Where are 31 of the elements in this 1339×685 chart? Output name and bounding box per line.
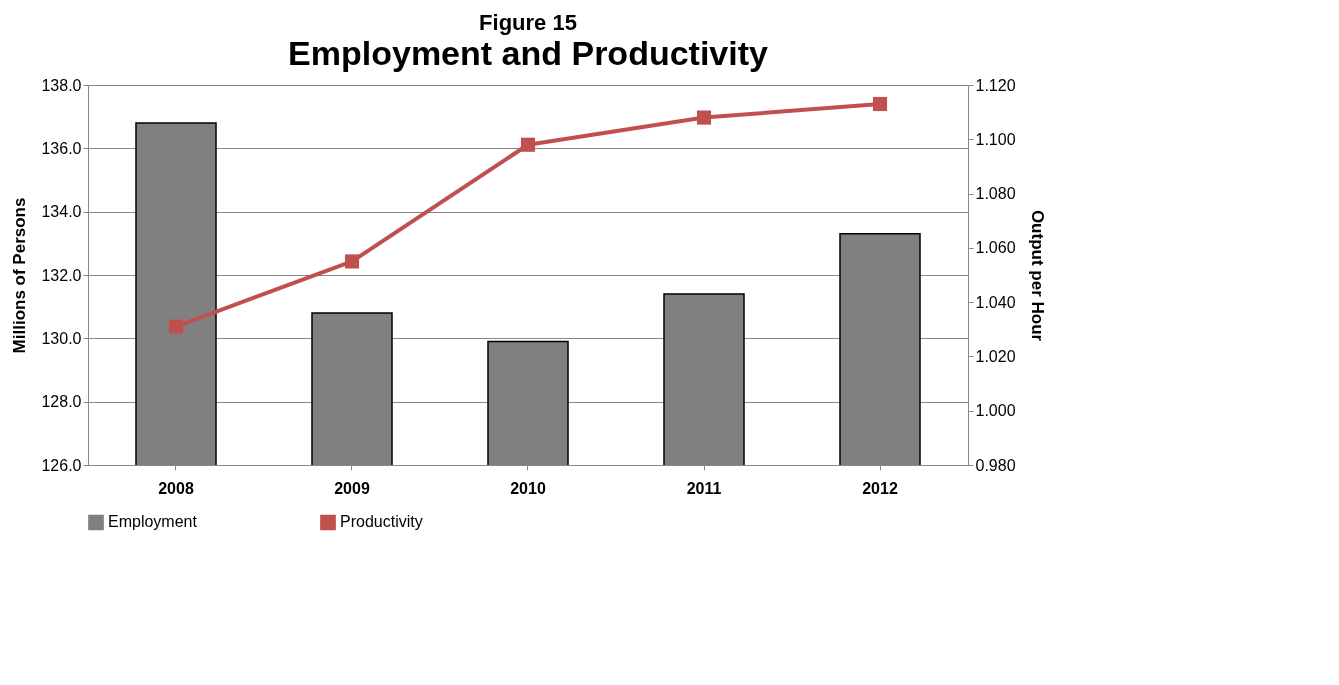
x-tick-label: 2009 — [334, 479, 370, 497]
chart-subtitle: Employment and Productivity — [288, 34, 769, 72]
y2-tick-label: 1.120 — [975, 76, 1016, 94]
chart-title: Figure 15 — [479, 10, 577, 35]
point — [520, 137, 536, 152]
y2-tick-label: 1.000 — [975, 402, 1016, 420]
x-tick-label: 2008 — [158, 479, 194, 497]
y-tick-label: 130.0 — [41, 329, 82, 347]
y-tick-label: 132.0 — [41, 266, 82, 284]
x-tick-label: 2011 — [686, 479, 722, 497]
point — [168, 319, 184, 334]
y2-axis-title: Output per Hour — [1027, 209, 1047, 342]
y-axis-title: Millions of Persons — [10, 197, 30, 354]
y-tick-label: 138.0 — [41, 76, 82, 94]
y-tick-label: 126.0 — [41, 456, 82, 474]
legend-label: Employment — [108, 513, 198, 531]
y-tick-label: 128.0 — [41, 393, 82, 411]
x-tick-label: 2010 — [510, 479, 546, 497]
point — [872, 96, 888, 112]
y2-tick-label: 1.060 — [975, 239, 1016, 257]
y2-tick-label: 1.100 — [975, 130, 1016, 148]
y2-tick-label: 1.020 — [975, 347, 1016, 365]
point — [696, 110, 712, 125]
y-tick-label: 134.0 — [41, 203, 82, 221]
x-tick-label: 2012 — [862, 479, 898, 497]
y-tick-label: 136.0 — [41, 139, 82, 157]
y2-tick-label: 1.040 — [975, 293, 1016, 311]
point — [344, 254, 360, 269]
y2-tick-label: 0.980 — [975, 456, 1016, 474]
y2-tick-label: 1.080 — [975, 185, 1016, 203]
legend-label: Productivity — [340, 513, 423, 531]
